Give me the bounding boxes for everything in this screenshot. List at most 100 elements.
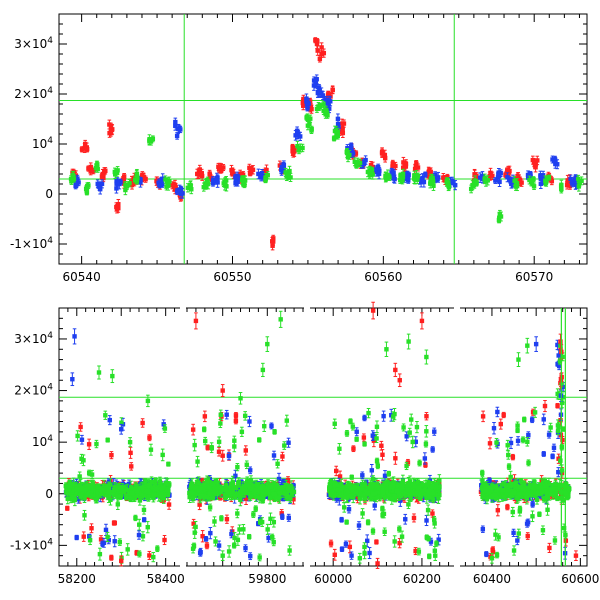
bottom-data-point <box>89 523 94 534</box>
top-y-tick-label: 0 <box>45 187 53 201</box>
top-data-point <box>331 135 337 142</box>
bottom-outlier-point <box>511 545 517 556</box>
top-data-point <box>304 114 309 121</box>
bottom-plot-frame <box>58 307 588 567</box>
top-y-tick-label: 2×104 <box>14 86 53 101</box>
bottom-x-tick-label: 59800 <box>248 572 286 586</box>
bottom-data-point <box>339 516 344 523</box>
bottom-data-point <box>434 540 439 547</box>
bottom-data-point <box>146 494 151 502</box>
top-y-tick-label: 104 <box>32 136 53 151</box>
bottom-outlier-point <box>110 369 115 384</box>
top-data-point <box>84 145 90 153</box>
bottom-data-point <box>226 545 232 558</box>
bottom-data-point <box>424 534 429 541</box>
top-data-point <box>316 88 322 96</box>
bottom-outlier-point <box>516 352 521 367</box>
bottom-x-tick-label: 60400 <box>473 572 511 586</box>
bottom-data-point <box>284 414 290 427</box>
bottom-data-point <box>403 513 408 525</box>
bottom-data-point <box>356 521 362 530</box>
top-data-point <box>423 171 428 178</box>
bottom-data-point <box>360 471 365 480</box>
bottom-data-point <box>381 410 386 422</box>
bottom-data-point <box>141 505 147 515</box>
bottom-data-point <box>354 427 359 437</box>
top-data-point <box>353 150 359 157</box>
bottom-series-red <box>478 343 571 561</box>
top-data-point <box>354 162 359 169</box>
bottom-data-point <box>248 552 253 561</box>
bottom-data-point <box>365 519 371 526</box>
top-data-point <box>69 177 74 185</box>
top-data-point <box>121 172 127 180</box>
top-x-tick-label: 60540 <box>63 270 101 284</box>
bottom-data-point <box>548 422 553 433</box>
bottom-data-point <box>257 553 262 562</box>
bottom-data-point <box>151 552 156 563</box>
bottom-data-point <box>109 451 114 460</box>
bottom-data-point <box>90 481 96 487</box>
bottom-data-point <box>103 410 108 420</box>
bottom-data-point <box>510 453 516 461</box>
top-data-point <box>219 167 224 174</box>
bottom-data-point <box>530 500 535 508</box>
bottom-data-point <box>375 462 381 470</box>
bottom-data-point <box>286 437 291 448</box>
bottom-outlier-point <box>265 336 270 352</box>
bottom-data-point <box>107 415 112 426</box>
top-data-point <box>233 173 238 182</box>
top-y-tick-label: 3×104 <box>14 36 53 51</box>
bottom-outlier-point <box>70 372 75 387</box>
bottom-data-point <box>166 499 172 510</box>
bottom-outlier-point <box>384 341 389 357</box>
bottom-data-point <box>374 420 380 434</box>
top-y-tick-label: -1×104 <box>10 236 53 251</box>
bottom-data-point <box>351 445 356 453</box>
bottom-outlier-point <box>193 312 199 330</box>
bottom-data-point <box>380 511 385 519</box>
bottom-data-point <box>370 527 376 535</box>
bottom-data-point <box>208 527 213 540</box>
bottom-data-point <box>380 449 385 461</box>
bottom-data-point <box>79 434 85 445</box>
bottom-data-point <box>536 489 541 496</box>
bottom-outlier-point <box>547 542 552 554</box>
bottom-outlier-point <box>397 373 402 388</box>
bottom-data-point <box>374 539 379 545</box>
bottom-series-blue <box>479 339 571 560</box>
bottom-data-point <box>100 540 105 548</box>
bottom-data-point <box>94 439 99 449</box>
bottom-data-point <box>118 494 123 500</box>
bottom-data-point <box>494 551 500 559</box>
bottom-data-point <box>117 538 123 546</box>
top-x-tick-label: 60550 <box>213 270 251 284</box>
bottom-data-point <box>203 436 208 446</box>
bottom-data-point <box>209 445 215 451</box>
top-data-point <box>157 181 162 189</box>
bottom-outlier-point <box>573 550 579 561</box>
bottom-data-point <box>97 547 103 561</box>
bottom-data-point <box>286 513 291 522</box>
bottom-data-point <box>254 482 260 488</box>
bottom-data-point <box>111 520 117 526</box>
top-data-point <box>496 216 502 224</box>
bottom-data-point <box>253 505 258 513</box>
bottom-outlier-point <box>480 410 486 423</box>
bottom-data-point <box>241 524 246 535</box>
top-data-point <box>317 55 323 63</box>
bottom-data-point <box>515 427 520 434</box>
bottom-y-tick-label: 2×104 <box>14 383 53 398</box>
top-data-point <box>116 203 121 213</box>
bottom-data-point <box>520 436 526 444</box>
bottom-data-point <box>525 532 530 540</box>
bottom-data-point <box>265 523 270 535</box>
bottom-data-point <box>409 413 414 426</box>
bottom-data-point <box>166 461 171 467</box>
bottom-data-point <box>551 443 557 452</box>
bottom-outlier-point <box>220 550 225 561</box>
bottom-data-point <box>86 438 92 450</box>
bottom-series-green <box>63 410 172 564</box>
bottom-data-point <box>350 485 355 492</box>
top-data-point <box>99 173 105 180</box>
